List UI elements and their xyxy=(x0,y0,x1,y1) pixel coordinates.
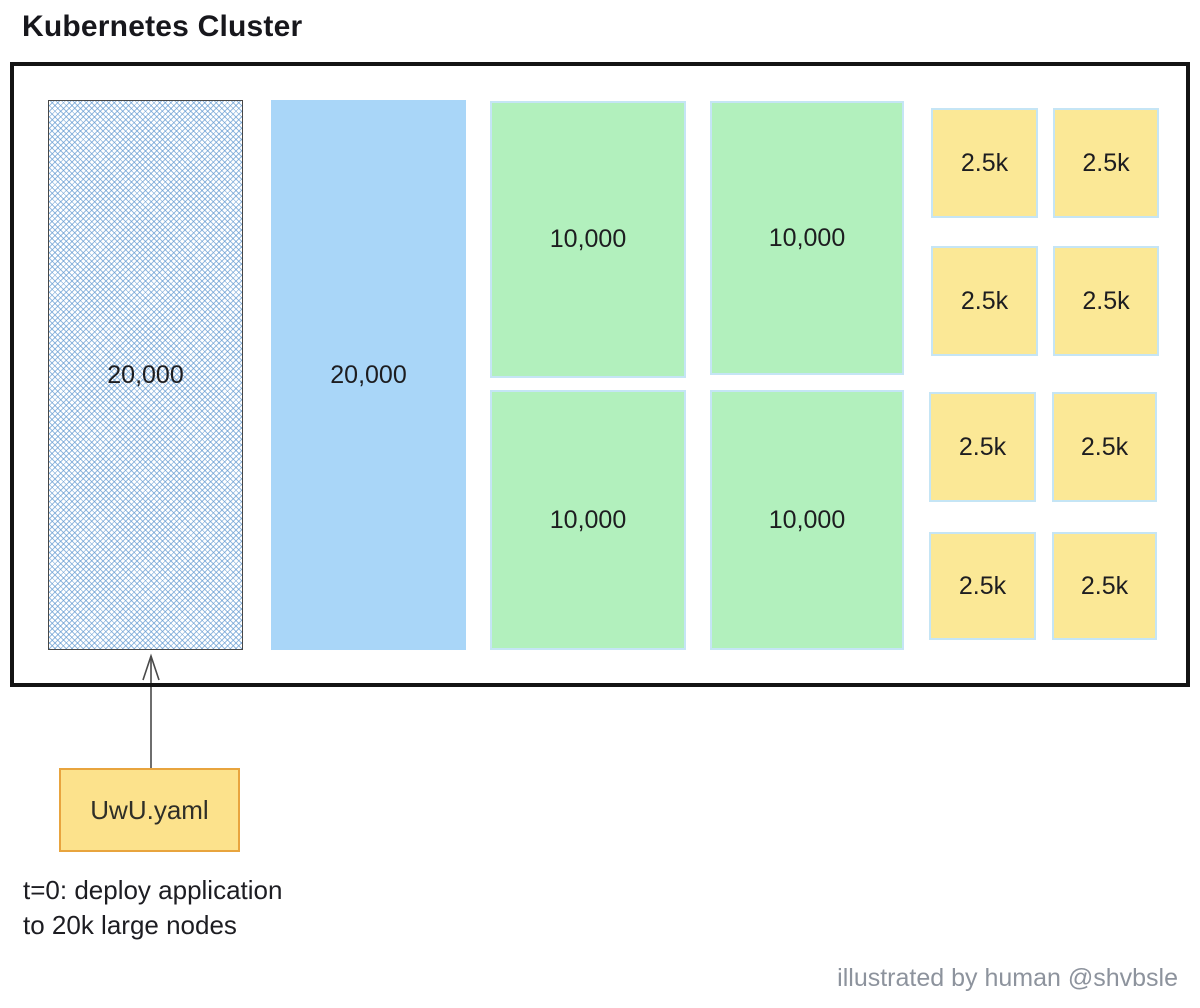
large-node-group-pending: 20,000 xyxy=(48,100,243,650)
medium-node-group: 10,000 xyxy=(490,390,686,650)
medium-node-group: 10,000 xyxy=(710,390,904,650)
yaml-file-label: UwU.yaml xyxy=(90,794,209,825)
diagram-title: Kubernetes Cluster xyxy=(22,10,303,43)
node-count-label: 2.5k xyxy=(958,432,1007,461)
small-node-group: 2.5k xyxy=(1052,392,1157,502)
node-count-label: 2.5k xyxy=(1082,286,1130,315)
node-count-label: 2.5k xyxy=(960,148,1009,177)
node-count-label: 2.5k xyxy=(958,571,1007,600)
node-count-label: 20,000 xyxy=(330,360,407,389)
medium-node-group: 10,000 xyxy=(490,101,686,378)
kubernetes-cluster-boundary xyxy=(10,62,1190,687)
node-count-label: 10,000 xyxy=(768,223,846,252)
node-count-label: 20,000 xyxy=(107,360,184,389)
node-count-label: 10,000 xyxy=(549,225,627,253)
deploy-caption: t=0: deploy application to 20k large nod… xyxy=(23,873,282,943)
node-count-label: 2.5k xyxy=(960,286,1009,315)
small-node-group: 2.5k xyxy=(1052,532,1157,640)
small-node-group: 2.5k xyxy=(931,108,1038,218)
small-node-group: 2.5k xyxy=(1053,108,1159,218)
deploy-caption-line2: to 20k large nodes xyxy=(23,910,237,940)
node-count-label: 2.5k xyxy=(1082,148,1130,177)
medium-node-group: 10,000 xyxy=(710,101,904,375)
large-node-group: 20,000 xyxy=(271,100,466,650)
node-count-label: 2.5k xyxy=(1080,571,1129,600)
yaml-file-note: UwU.yaml xyxy=(59,768,240,852)
credit-text: illustrated by human @shvbsle xyxy=(837,964,1178,992)
small-node-group: 2.5k xyxy=(929,392,1036,502)
node-count-label: 10,000 xyxy=(768,505,846,534)
small-node-group: 2.5k xyxy=(929,532,1036,640)
node-count-label: 10,000 xyxy=(549,505,627,534)
node-count-label: 2.5k xyxy=(1080,432,1129,461)
small-node-group: 2.5k xyxy=(1053,246,1159,356)
small-node-group: 2.5k xyxy=(931,246,1038,356)
deploy-caption-line1: t=0: deploy application xyxy=(23,875,283,905)
arrow-up-connector xyxy=(142,653,160,770)
